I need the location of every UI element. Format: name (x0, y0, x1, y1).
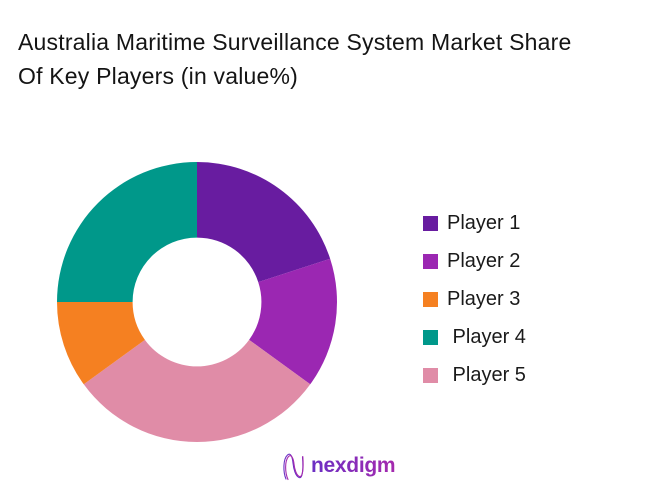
chart-title-line2: Of Key Players (in value%) (18, 63, 299, 89)
legend-swatch-player-5 (423, 368, 438, 383)
legend-item-player-5: Player 5 (423, 365, 526, 386)
legend-item-player-3: Player 3 (423, 289, 526, 310)
legend-swatch-player-3 (423, 292, 438, 307)
donut-slice-player-1 (197, 162, 331, 283)
legend-swatch-player-4 (423, 330, 438, 345)
chart-title-line1: Australia Maritime Surveillance System M… (18, 29, 572, 55)
legend-label-player-5: Player 5 (447, 364, 526, 386)
legend-label-player-2: Player 2 (447, 250, 521, 272)
brand-wordmark: nexdigm (311, 451, 396, 481)
legend-item-player-4: Player 4 (423, 327, 526, 348)
legend-label-player-3: Player 3 (447, 288, 521, 310)
nexdigm-logo-icon (283, 453, 304, 481)
donut-slice-player-5 (83, 339, 311, 442)
chart-title: Australia Maritime Surveillance System M… (18, 25, 633, 93)
donut-slice-player-4 (57, 162, 197, 302)
donut-chart (57, 162, 338, 442)
donut-slice-player-2 (249, 258, 338, 385)
brand-footer: nexdigm (282, 451, 396, 481)
legend-item-player-1: Player 1 (423, 213, 526, 234)
legend-label-player-1: Player 1 (447, 212, 521, 234)
legend-item-player-2: Player 2 (423, 251, 526, 272)
legend-swatch-player-1 (423, 216, 438, 231)
legend-label-player-4: Player 4 (447, 326, 526, 348)
chart-legend: Player 1 Player 2 Player 3 Player 4 Play… (423, 213, 526, 403)
legend-swatch-player-2 (423, 254, 438, 269)
donut-slice-player-3 (57, 302, 145, 385)
